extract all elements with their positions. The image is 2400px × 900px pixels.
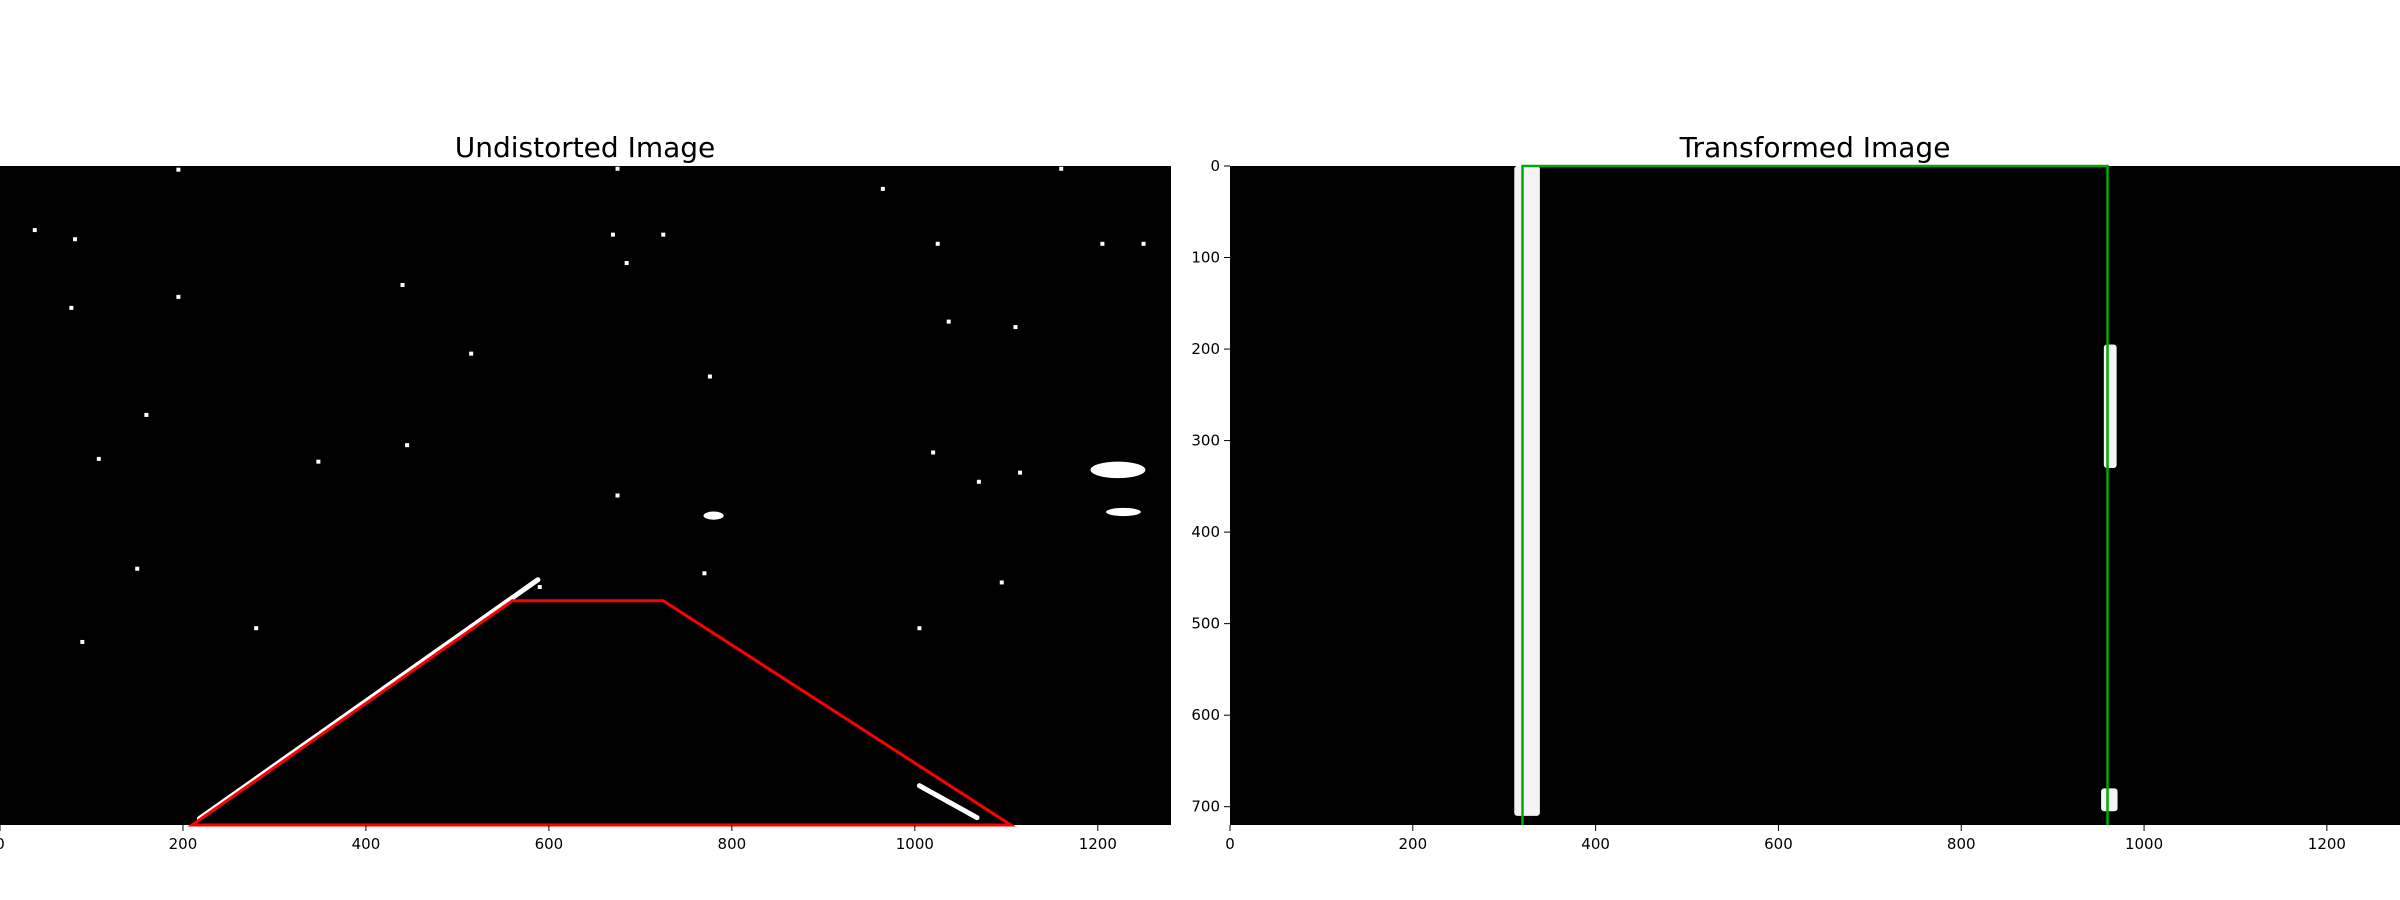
noise-blobs-undistorted [32, 166, 1146, 644]
noise-blob [1141, 241, 1146, 246]
noise-blob [1013, 325, 1018, 330]
noise-blob [1100, 241, 1105, 246]
lane-pixels-transformed [1514, 166, 2118, 816]
noise-blob [144, 412, 149, 417]
noise-blob [405, 443, 410, 448]
transformed-ytick-label: 200 [1191, 340, 1220, 358]
destination-region-lines [1521, 164, 2109, 825]
transformed-xtick-label: 800 [1947, 835, 1976, 853]
noise-blob [707, 374, 712, 379]
undistorted-xtick-label: 1200 [1079, 835, 1117, 853]
image-area-transformed [1230, 166, 2400, 825]
source-region-polygon [187, 599, 1016, 827]
x-axis-undistorted: 0 200 400 600 800 1000 1200 [0, 825, 1117, 853]
noise-blob [1059, 166, 1064, 171]
noise-blob [880, 186, 885, 191]
noise-blob [73, 237, 78, 242]
panel-title-transformed: Transformed Image [1679, 131, 1951, 164]
noise-blob [32, 228, 37, 233]
noise-blob [935, 241, 940, 246]
transformed-ytick-label: 0 [1210, 157, 1220, 175]
transformed-ytick-label: 400 [1191, 523, 1220, 541]
lane-pixel-region [2103, 344, 2117, 469]
transformed-xtick-label: 1000 [2125, 835, 2163, 853]
panel-transformed: Transformed Image 0 200 400 600 800 1000 1200 … [1191, 131, 2400, 853]
undistorted-xtick-label: 600 [535, 835, 564, 853]
noise-blob-large [1090, 461, 1146, 479]
noise-blob [469, 351, 474, 356]
noise-blob [999, 580, 1004, 585]
transformed-ytick-label: 700 [1191, 798, 1220, 816]
transformed-xtick-label: 200 [1398, 835, 1427, 853]
noise-blob [946, 319, 951, 324]
transformed-xtick-label: 1200 [2308, 835, 2346, 853]
noise-blob [176, 294, 181, 299]
noise-blob [615, 166, 620, 171]
transformed-xtick-label: 600 [1764, 835, 1793, 853]
transformed-ytick-label: 100 [1191, 249, 1220, 267]
x-axis-transformed: 0 200 400 600 800 1000 1200 [1225, 825, 2346, 853]
transformed-xtick-label: 0 [1225, 835, 1235, 853]
transformed-ytick-label: 500 [1191, 615, 1220, 633]
noise-blob [976, 479, 981, 484]
noise-blob [1018, 470, 1023, 475]
transformed-xtick-label: 400 [1581, 835, 1610, 853]
undistorted-xtick-label: 200 [169, 835, 198, 853]
noise-blob-large [703, 511, 724, 520]
lane-pixel-streak [916, 783, 980, 821]
noise-blob [254, 626, 259, 631]
lane-pixel-region [1514, 166, 1540, 816]
transformed-ytick-label: 600 [1191, 706, 1220, 724]
lane-pixel-region [2101, 788, 2118, 812]
noise-blob [400, 282, 405, 287]
noise-blob [702, 571, 707, 576]
noise-blob [316, 459, 321, 464]
noise-blob [537, 585, 542, 590]
undistorted-xtick-label: 800 [718, 835, 747, 853]
noise-blob [661, 232, 666, 237]
panel-undistorted: Undistorted Image 0 200 400 600 800 1000 1200 [0, 131, 1171, 853]
undistorted-xtick-label: 400 [352, 835, 381, 853]
noise-blob [80, 639, 85, 644]
noise-blob [931, 450, 936, 455]
y-axis-transformed: 0 100 200 300 400 500 600 700 [1191, 157, 1230, 816]
noise-blob [96, 456, 101, 461]
image-area-undistorted [0, 166, 1171, 825]
noise-blob [69, 305, 74, 310]
noise-blob [917, 626, 922, 631]
undistorted-xtick-label: 0 [0, 835, 5, 853]
noise-blob [610, 232, 615, 237]
transformed-ytick-label: 300 [1191, 432, 1220, 450]
panel-title-undistorted: Undistorted Image [455, 131, 716, 164]
undistorted-xtick-label: 1000 [896, 835, 934, 853]
noise-blob [624, 261, 629, 266]
noise-blob [615, 493, 620, 498]
noise-blob [135, 566, 140, 571]
noise-blob [176, 167, 181, 172]
noise-blob-large [1106, 507, 1141, 517]
